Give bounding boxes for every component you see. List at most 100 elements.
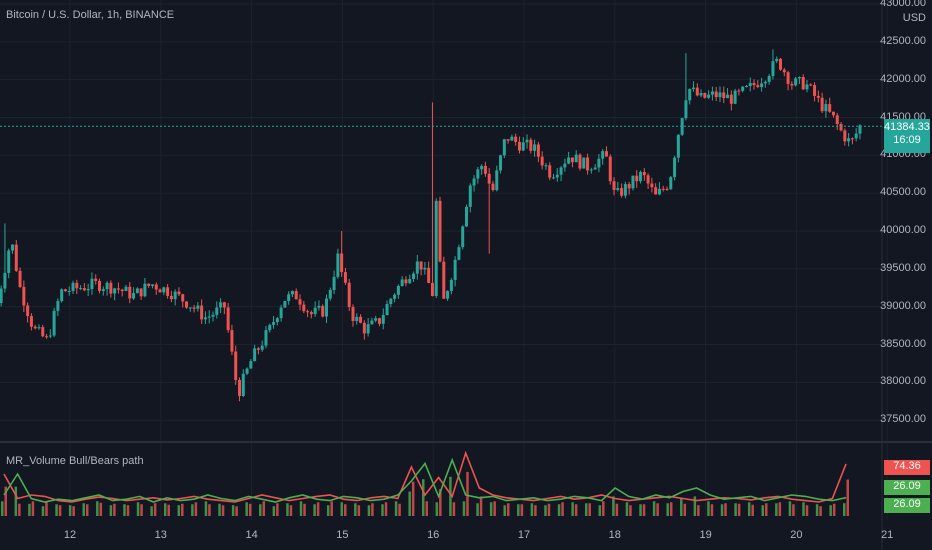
candle-body — [533, 144, 537, 151]
candle-body — [756, 85, 760, 88]
bull-volume-bar — [123, 504, 126, 516]
candle-body — [468, 185, 472, 207]
bear-volume-bar — [602, 501, 605, 516]
candle-body — [173, 291, 177, 300]
candle-body — [563, 163, 567, 168]
candle-body — [491, 183, 495, 191]
bull-volume-bar — [829, 505, 832, 516]
bull-volume-bar — [720, 504, 724, 516]
candle-body — [147, 283, 151, 286]
candle-body — [0, 288, 3, 304]
candle-body — [139, 288, 143, 297]
candle-body — [529, 139, 533, 151]
candle-body — [347, 282, 351, 308]
candle-body — [570, 157, 574, 163]
candle-body — [510, 136, 514, 141]
candle-body — [707, 94, 711, 98]
candle-body — [684, 100, 688, 119]
candle-body — [790, 83, 794, 86]
time-tick-label: 16 — [427, 529, 440, 541]
bear-volume-bar — [4, 486, 7, 516]
bull-volume-bar — [544, 505, 547, 516]
candle-body — [113, 288, 117, 294]
bull-volume-bar — [802, 502, 805, 516]
candle-body — [680, 118, 684, 135]
candle-body — [75, 282, 79, 289]
time-tick-label: 19 — [699, 529, 712, 541]
candle-body — [673, 157, 677, 178]
bear-volume-bar — [113, 503, 116, 516]
candle-body — [279, 307, 283, 319]
bear-volume-bar — [466, 471, 469, 516]
candle-body — [245, 368, 249, 374]
bear-volume-bar — [208, 504, 211, 516]
bull-volume-bar — [163, 503, 167, 516]
time-tick-label: 20 — [790, 529, 803, 541]
price-tick-label: 38000.00 — [880, 375, 926, 388]
bear-volume-bar — [330, 501, 333, 516]
candle-body — [256, 348, 260, 350]
candle-body — [487, 173, 491, 184]
candle-body — [442, 261, 446, 299]
time-tick-label: 21 — [881, 529, 894, 541]
candle-body — [654, 187, 658, 195]
candle-body — [211, 314, 215, 317]
candle-body — [782, 69, 786, 73]
candle-body — [499, 155, 503, 171]
bear-volume-bar — [574, 504, 578, 516]
candle-body — [116, 288, 120, 290]
bear-volume-bar — [140, 504, 143, 516]
time-tick-label: 15 — [336, 529, 349, 541]
candle-body — [514, 136, 518, 142]
candle-body — [185, 301, 189, 308]
candle-body — [760, 83, 764, 88]
candle-body — [385, 304, 389, 316]
price-tick-label: 40500.00 — [880, 186, 926, 199]
candle-body — [536, 144, 540, 157]
bull-volume-bar — [218, 503, 221, 516]
candle-body — [306, 311, 310, 313]
candle-body — [177, 291, 181, 295]
candle-body — [589, 169, 593, 171]
candle-body — [453, 259, 457, 280]
bull-volume-bar — [747, 502, 751, 516]
bull-volume-bar — [299, 501, 303, 516]
candle-body — [627, 184, 631, 189]
candle-body — [824, 104, 828, 112]
candle-body — [219, 302, 223, 308]
candle-body — [249, 361, 253, 369]
bull-volume-bar — [598, 505, 602, 516]
candle-body — [752, 83, 756, 86]
bull-volume-bar — [68, 505, 72, 516]
bear-volume-bar — [642, 504, 646, 516]
candle-body — [729, 94, 733, 104]
candle-body — [200, 305, 204, 320]
price-series — [0, 49, 862, 402]
candle-body — [196, 305, 200, 309]
candle-body — [374, 318, 378, 321]
indicator-legend[interactable]: MR_Volume Bull/Bears path — [6, 455, 144, 467]
time-tick-label: 14 — [245, 529, 258, 541]
bull-volume-bar — [625, 502, 629, 516]
bear-volume-bar — [846, 479, 849, 516]
candle-body — [809, 84, 813, 86]
candle-body — [150, 284, 154, 286]
indicator-value-bear: 74.36 — [884, 460, 930, 475]
candle-body — [620, 188, 624, 196]
candle-body — [446, 291, 450, 299]
candle-body — [26, 305, 30, 317]
candle-body — [67, 290, 71, 292]
symbol-legend[interactable]: Bitcoin / U.S. Dollar, 1h, BINANCE — [6, 9, 175, 21]
bear-volume-bar — [167, 504, 170, 516]
candle-body — [786, 72, 790, 84]
candle-body — [120, 289, 124, 292]
bear-volume-bar — [344, 504, 347, 516]
bull-volume-bar — [82, 503, 85, 516]
candle-body — [419, 261, 423, 270]
bull-volume-bar — [680, 498, 683, 516]
bear-volume-bar — [534, 505, 537, 516]
bull-volume-bar — [652, 501, 656, 516]
bull-volume-bar — [14, 486, 18, 516]
candle-body — [816, 95, 820, 98]
